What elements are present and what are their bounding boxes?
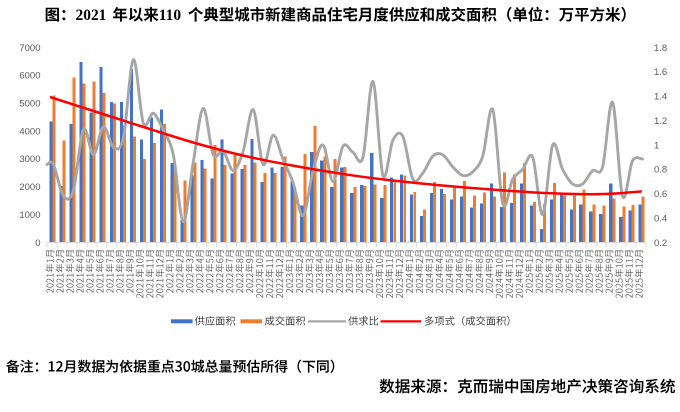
svg-text:110: 110 [159,7,182,24]
svg-text:3000: 3000 [19,154,40,165]
svg-text:2000: 2000 [19,182,40,193]
svg-text:1.4: 1.4 [654,92,667,103]
svg-text:1: 1 [654,140,659,151]
svg-text:5000: 5000 [19,99,40,110]
svg-text:0.6: 0.6 [654,189,667,200]
svg-text:4000: 4000 [19,126,40,137]
svg-text:2021: 2021 [76,7,107,24]
svg-text:0.2: 0.2 [654,238,667,249]
svg-text:0: 0 [35,238,40,249]
svg-text:1.6: 1.6 [654,67,667,78]
svg-text:1000: 1000 [19,210,40,221]
svg-text:0.8: 0.8 [654,165,667,176]
svg-text:7000: 7000 [19,43,40,54]
svg-text:6000: 6000 [19,71,40,82]
svg-text:1.8: 1.8 [654,43,667,54]
svg-text:1.2: 1.2 [654,116,667,127]
svg-text:0.4: 0.4 [654,213,667,224]
